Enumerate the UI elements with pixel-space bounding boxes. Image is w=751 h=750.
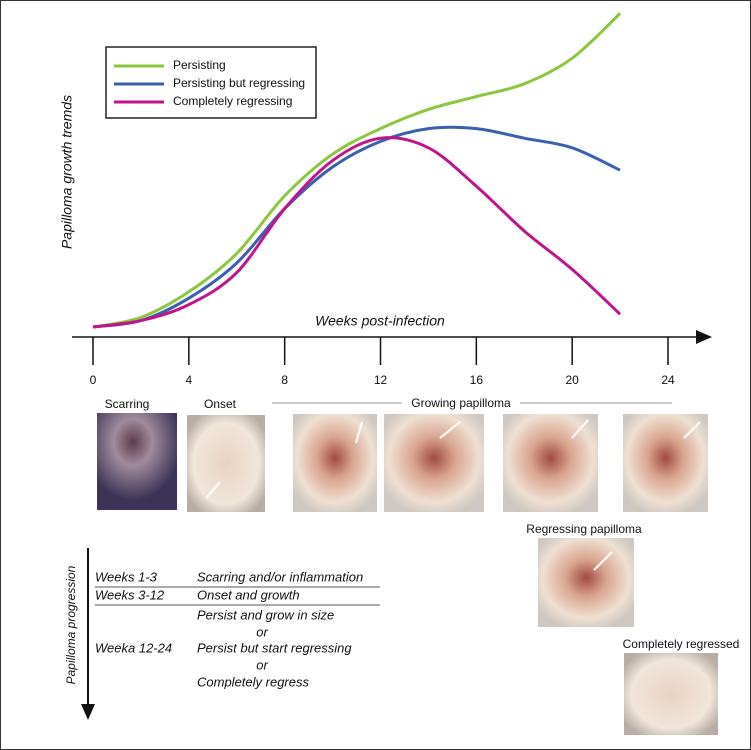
x-tick-label: 4 [185, 373, 192, 387]
photo [384, 414, 484, 512]
panel-label: Scarring [105, 397, 150, 411]
panel-label: Growing papilloma [411, 396, 511, 410]
description: Persist but start regressing [197, 640, 352, 655]
x-tick-label: 0 [90, 373, 97, 387]
description: or [256, 657, 268, 672]
legend-label: Persisting but regressing [173, 76, 305, 90]
period: Weeka 12-24 [95, 640, 172, 655]
photo [623, 414, 708, 512]
description: Completely regress [197, 674, 309, 689]
table-title: Papilloma progression [64, 565, 78, 684]
progression-arrowhead [81, 704, 95, 720]
description: Scarring and/or inflammation [197, 569, 363, 584]
period: Weeks 1-3 [95, 569, 158, 584]
period: Weeks 3-12 [95, 587, 165, 602]
x-tick-label: 12 [374, 373, 388, 387]
panel-label: Regressing papilloma [526, 522, 642, 536]
photo [187, 415, 265, 512]
photos [97, 413, 718, 735]
axis-arrow [696, 330, 712, 344]
panel-label: Onset [204, 397, 237, 411]
y-axis-title: Papilloma growth tremds [59, 95, 75, 249]
x-tick-label: 24 [661, 373, 675, 387]
x-axis-title: Weeks post-infection [315, 313, 445, 329]
photo [97, 413, 177, 510]
photo [624, 653, 718, 735]
series-line [92, 12, 622, 329]
x-tick-label: 8 [281, 373, 288, 387]
series-line [92, 136, 622, 329]
panel-label: Completely regressed [623, 637, 740, 651]
legend-label: Persisting [173, 58, 226, 72]
photo [538, 538, 634, 627]
description: or [256, 624, 268, 639]
description: Persist and grow in size [197, 607, 334, 622]
series-line [92, 125, 621, 329]
legend-label: Completely regressing [173, 94, 292, 108]
photo [503, 414, 598, 512]
photo [293, 414, 377, 512]
x-tick-label: 20 [565, 373, 579, 387]
x-tick-label: 16 [470, 373, 484, 387]
description: Onset and growth [197, 587, 300, 602]
